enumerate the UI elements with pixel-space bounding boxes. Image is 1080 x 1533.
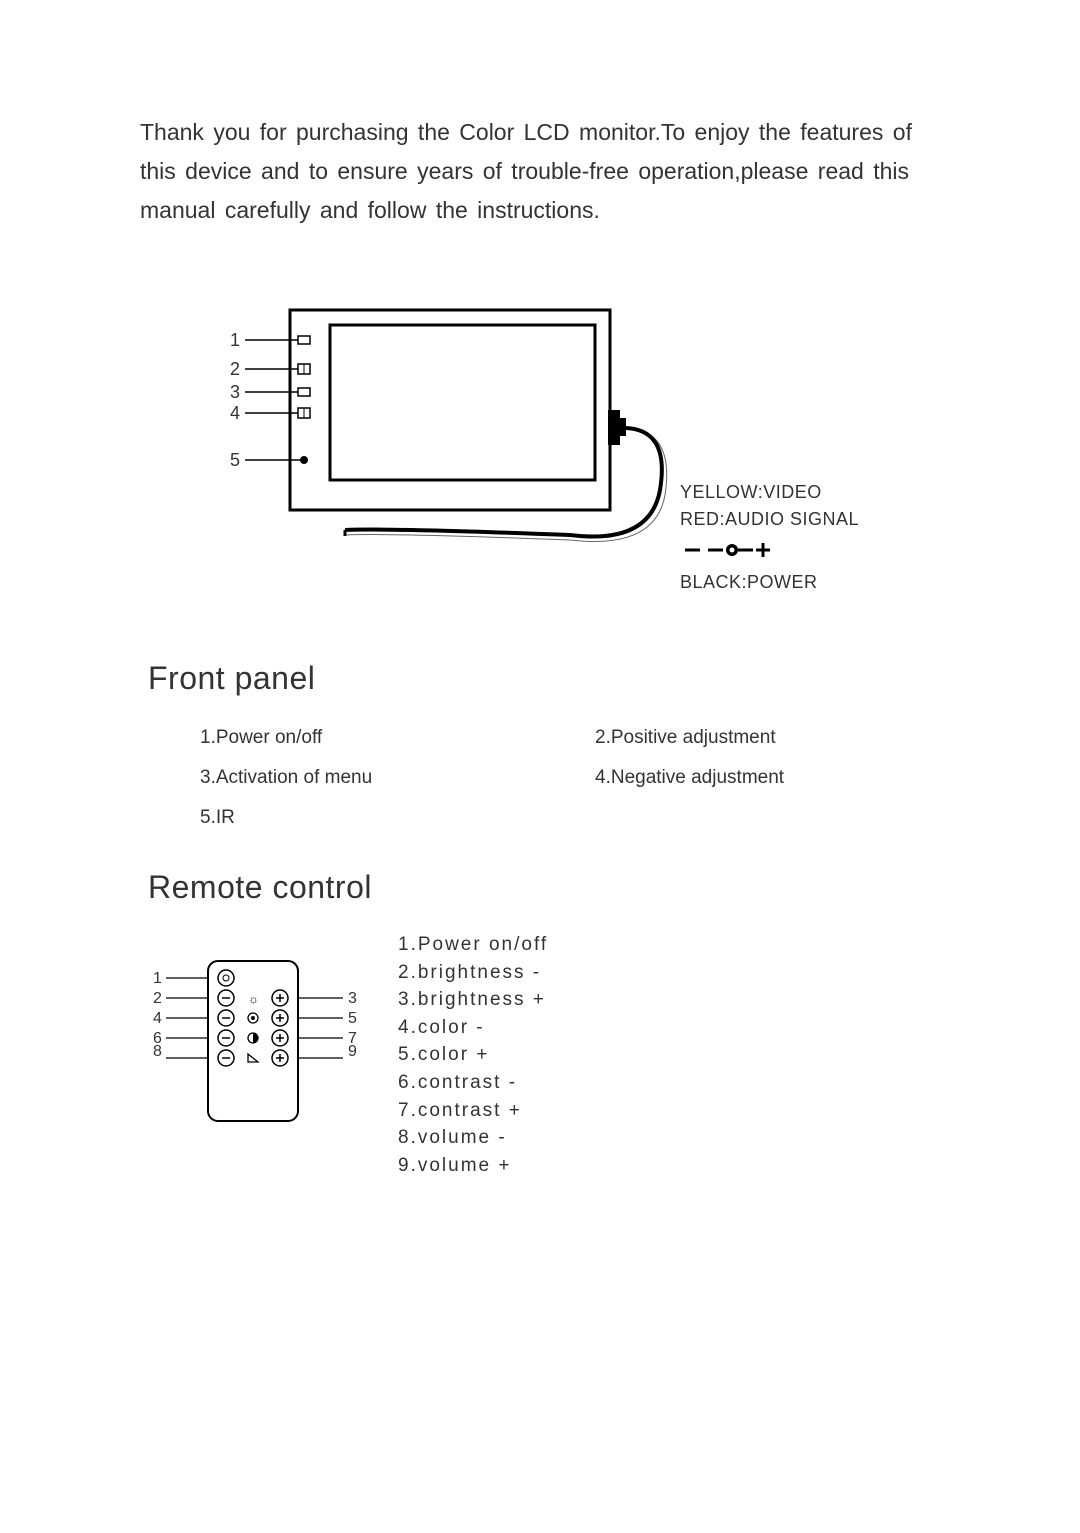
svg-text:2: 2 xyxy=(153,990,162,1007)
fp-item-3: 3.Activation of menu xyxy=(200,767,555,789)
remote-diagram: ☼ xyxy=(148,936,378,1141)
svg-text:5: 5 xyxy=(348,1010,357,1027)
svg-text:4: 4 xyxy=(153,1010,162,1027)
fp-item-4: 4.Negative adjustment xyxy=(595,767,950,789)
fp-item-1: 1.Power on/off xyxy=(200,727,555,749)
svg-text:9: 9 xyxy=(348,1043,357,1060)
callout-1: 1 xyxy=(230,330,240,350)
callout-2: 2 xyxy=(230,359,240,379)
cable-red-label: RED:AUDIO SIGNAL xyxy=(680,507,859,532)
cable-labels: YELLOW:VIDEO RED:AUDIO SIGNAL BLACK:POWE… xyxy=(680,480,859,597)
svg-text:1: 1 xyxy=(153,970,162,987)
rc-item-8: 8.volume - xyxy=(398,1124,548,1152)
front-panel-diagram: 1 2 3 4 5 YELLOW:VIDEO RED:AUDIO SIGNAL xyxy=(140,300,950,660)
remote-list: 1.Power on/off 2.brightness - 3.brightne… xyxy=(398,931,548,1179)
callout-3: 3 xyxy=(230,382,240,402)
rc-item-5: 5.color + xyxy=(398,1041,548,1069)
svg-text:3: 3 xyxy=(348,990,357,1007)
callout-4: 4 xyxy=(230,403,240,423)
dc-power-icon xyxy=(680,539,780,568)
svg-text:8: 8 xyxy=(153,1043,162,1060)
front-panel-heading: Front panel xyxy=(148,660,950,697)
front-panel-list: 1.Power on/off 2.Positive adjustment 3.A… xyxy=(200,727,950,829)
fp-item-2: 2.Positive adjustment xyxy=(595,727,950,749)
fp-item-5: 5.IR xyxy=(200,807,555,829)
svg-text:☼: ☼ xyxy=(248,992,259,1006)
rc-item-9: 9.volume + xyxy=(398,1152,548,1180)
cable-yellow-label: YELLOW:VIDEO xyxy=(680,480,859,505)
rc-item-3: 3.brightness + xyxy=(398,986,548,1014)
cable-black-label: BLACK:POWER xyxy=(680,570,859,595)
remote-control-heading: Remote control xyxy=(148,869,950,906)
rc-item-7: 7.contrast + xyxy=(398,1097,548,1125)
rc-item-2: 2.brightness - xyxy=(398,959,548,987)
rc-item-1: 1.Power on/off xyxy=(398,931,548,959)
callout-5: 5 xyxy=(230,450,240,470)
rc-item-4: 4.color - xyxy=(398,1014,548,1042)
rc-item-6: 6.contrast - xyxy=(398,1069,548,1097)
monitor-diagram-svg: 1 2 3 4 5 xyxy=(190,300,670,560)
intro-paragraph: Thank you for purchasing the Color LCD m… xyxy=(140,113,950,230)
